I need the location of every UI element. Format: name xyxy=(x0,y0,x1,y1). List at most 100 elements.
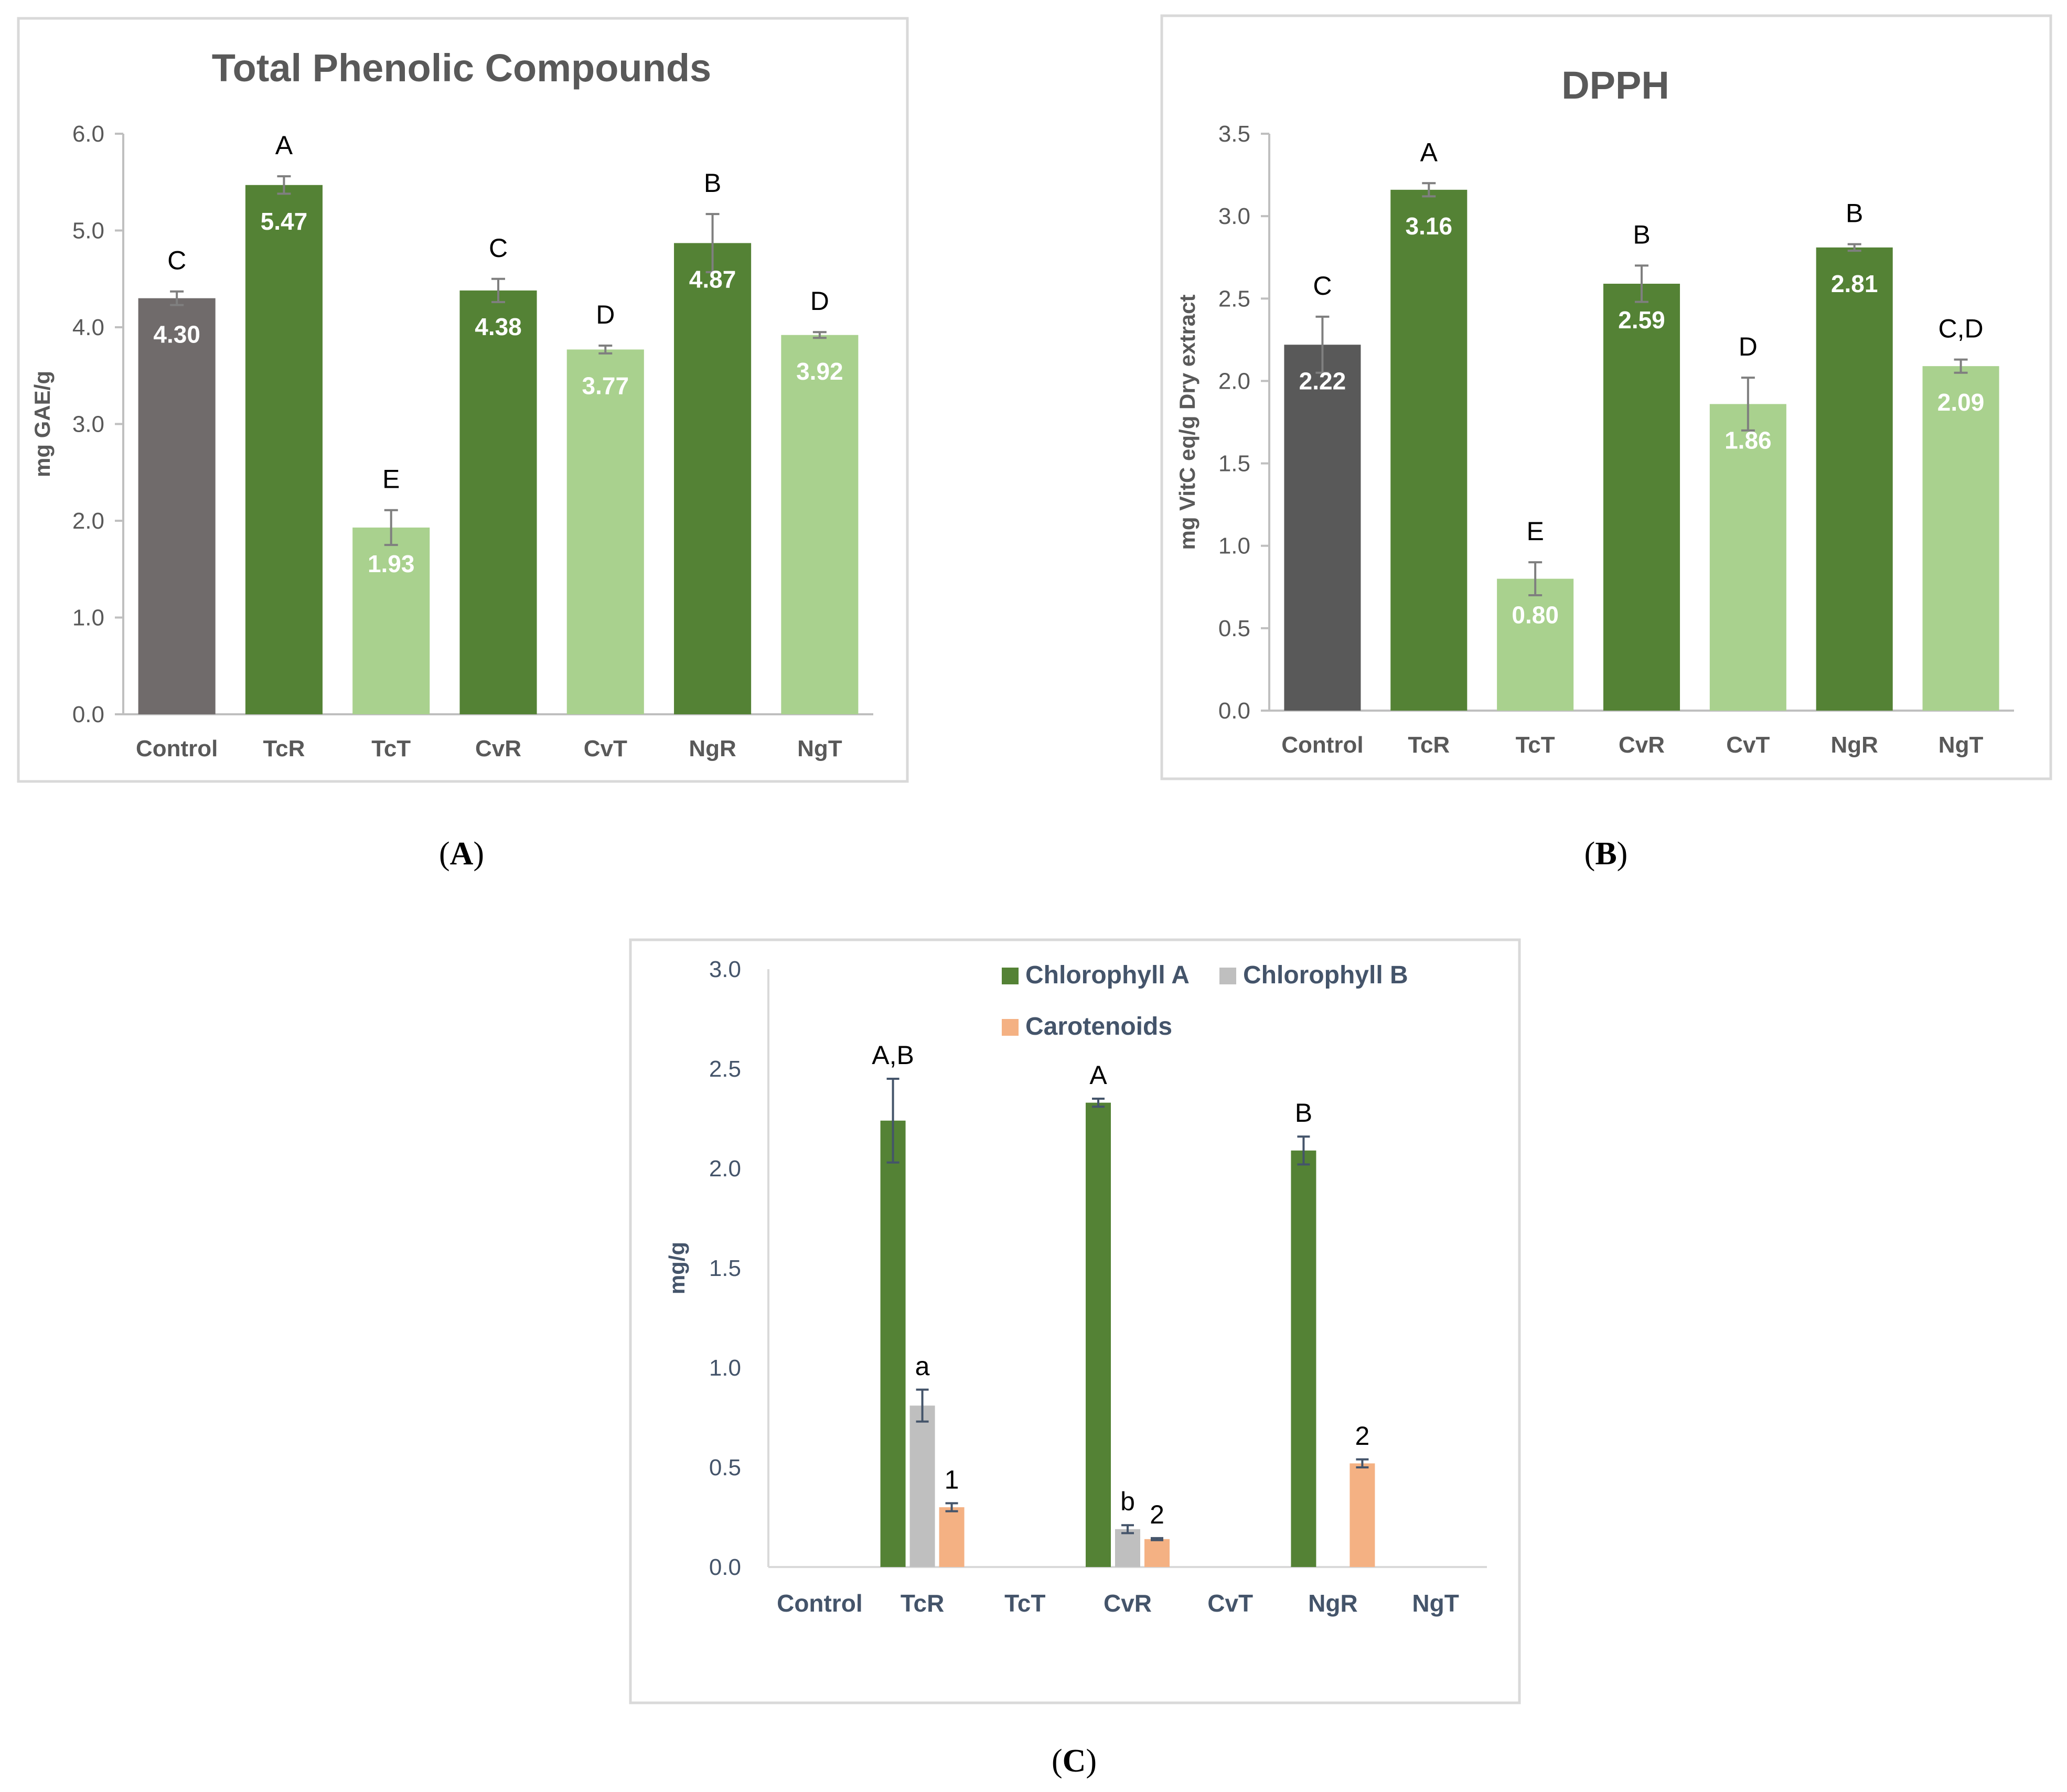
y-tick-label: 0.0 xyxy=(72,702,104,727)
significance-label: B xyxy=(1295,1098,1312,1128)
legend-swatch xyxy=(1002,1019,1019,1036)
significance-label: A xyxy=(275,131,293,160)
bar-carotenoids-tcr xyxy=(939,1507,965,1567)
x-tick-label: NgR xyxy=(689,736,736,761)
legend-swatch xyxy=(1002,968,1019,984)
panel-b-title: DPPH xyxy=(1561,63,1669,107)
x-tick-label: NgT xyxy=(1939,732,1984,758)
x-tick-label: TcR xyxy=(263,736,305,761)
legend-label: Chlorophyll B xyxy=(1243,961,1408,989)
y-tick-label: 0.0 xyxy=(1218,698,1250,724)
bar-carotenoids-ngr xyxy=(1350,1463,1375,1567)
x-tick-label: TcT xyxy=(1004,1590,1045,1617)
data-label: 1.93 xyxy=(368,550,415,577)
bar-ngt xyxy=(1922,366,1999,711)
significance-label: B xyxy=(1846,199,1863,228)
y-axis-title: mg GAE/g xyxy=(30,371,55,477)
panel-c-frame xyxy=(629,938,1521,1704)
panel-a: Total Phenolic Compounds 0.0 1.0 2.0 3.0 4.0… xyxy=(17,17,909,783)
x-tick-label: CvT xyxy=(1726,732,1770,758)
significance-label: b xyxy=(1120,1487,1135,1516)
bar-tct xyxy=(352,527,430,714)
data-label: 2.59 xyxy=(1618,306,1665,334)
significance-label: C xyxy=(167,246,186,275)
x-tick-label: CvT xyxy=(584,736,627,761)
y-tick-label: 3.0 xyxy=(1218,203,1250,229)
panel-c-legend: Chlorophyll A Chlorophyll B Carotenoids xyxy=(1002,961,1408,1040)
x-tick-label: TcT xyxy=(1516,732,1555,758)
x-tick-label: CvT xyxy=(1207,1590,1253,1617)
data-label: 2.09 xyxy=(1937,389,1985,416)
bar-cvt xyxy=(566,349,644,714)
y-tick-label: 3.0 xyxy=(709,957,741,982)
significance-label: D xyxy=(810,286,829,316)
significance-label: D xyxy=(1739,332,1758,361)
significance-label: 2 xyxy=(1150,1500,1164,1529)
x-tick-label: TcR xyxy=(1408,732,1450,758)
y-tick-label: 1.0 xyxy=(1218,533,1250,559)
bar-ngr xyxy=(1816,247,1893,711)
panel-a-title: Total Phenolic Compounds xyxy=(212,46,711,90)
x-tick-label: Control xyxy=(1281,732,1363,758)
significance-label: A xyxy=(1420,137,1438,167)
x-tick-label: NgR xyxy=(1830,732,1878,758)
data-label: 3.92 xyxy=(796,358,843,385)
panel-c-caption-letter: C xyxy=(1063,1743,1086,1779)
panel-b: DPPH 0.0 0.5 1.0 1.5 2.0 2.5 3.0 3.5 mg VitC eq/… xyxy=(1160,14,2052,780)
y-tick-label: 2.0 xyxy=(709,1156,741,1182)
panel-c-plot: 0.0 0.5 1.0 1.5 2.0 2.5 3.0 mg/g Control A,B a 1 TcR… xyxy=(665,957,1487,1617)
significance-label: A xyxy=(1089,1060,1107,1090)
significance-label: E xyxy=(1526,517,1544,546)
y-tick-label: 1.5 xyxy=(709,1256,741,1281)
panel-b-caption-letter: B xyxy=(1595,836,1616,872)
y-tick-label: 6.0 xyxy=(72,121,104,147)
x-tick-label: NgT xyxy=(1412,1590,1459,1617)
y-tick-label: 5.0 xyxy=(72,218,104,244)
y-tick-label: 2.5 xyxy=(1218,286,1250,312)
significance-label: 2 xyxy=(1355,1421,1370,1451)
data-label: 4.87 xyxy=(689,265,736,293)
data-label: 4.30 xyxy=(153,321,200,348)
legend-label: Carotenoids xyxy=(1025,1013,1172,1040)
x-tick-label: TcT xyxy=(371,736,411,761)
bar-ngt xyxy=(781,335,859,714)
data-label: 2.22 xyxy=(1299,367,1346,394)
y-tick-label: 1.5 xyxy=(1218,451,1250,477)
bar-chlorophyll-a-tcr xyxy=(880,1120,906,1567)
significance-label: 1 xyxy=(945,1465,959,1494)
bar-ngr xyxy=(674,243,752,714)
bar-chlorophyll-b-cvr xyxy=(1115,1529,1140,1567)
y-tick-label: 4.0 xyxy=(72,315,104,340)
data-label: 5.47 xyxy=(261,208,308,235)
bar-tct xyxy=(1497,578,1574,711)
panel-c: 0.0 0.5 1.0 1.5 2.0 2.5 3.0 mg/g Control A,B a 1 TcR… xyxy=(629,938,1521,1704)
bar-carotenoids-cvr xyxy=(1144,1539,1170,1567)
panel-c-caption: (C) xyxy=(1052,1743,1097,1779)
panel-b-caption: (B) xyxy=(1584,836,1628,872)
data-label: 4.38 xyxy=(475,313,522,340)
significance-label: E xyxy=(382,465,400,494)
x-tick-label: CvR xyxy=(475,736,521,761)
legend-label: Chlorophyll A xyxy=(1025,961,1190,989)
significance-label: C xyxy=(489,233,508,263)
panel-a-caption-letter: A xyxy=(450,836,474,872)
x-tick-label: Control xyxy=(136,736,218,761)
significance-label: C,D xyxy=(1939,314,1984,344)
bar-control xyxy=(138,298,216,714)
y-tick-label: 0.5 xyxy=(1218,616,1250,641)
x-tick-label: CvR xyxy=(1619,732,1665,758)
bar-tcr xyxy=(245,185,323,714)
data-label: 3.77 xyxy=(582,372,629,399)
data-label: 3.16 xyxy=(1406,212,1453,240)
data-label: 2.81 xyxy=(1831,270,1878,297)
bar-chlorophyll-b-tcr xyxy=(909,1405,935,1567)
significance-label: B xyxy=(1633,220,1650,249)
y-tick-label: 1.0 xyxy=(72,605,104,631)
y-tick-label: 0.0 xyxy=(709,1554,741,1580)
x-tick-label: NgR xyxy=(1308,1590,1358,1617)
y-tick-label: 3.0 xyxy=(72,412,104,437)
bar-cvt xyxy=(1709,404,1786,711)
y-tick-label: 3.5 xyxy=(1218,121,1250,147)
x-tick-label: TcR xyxy=(901,1590,945,1617)
